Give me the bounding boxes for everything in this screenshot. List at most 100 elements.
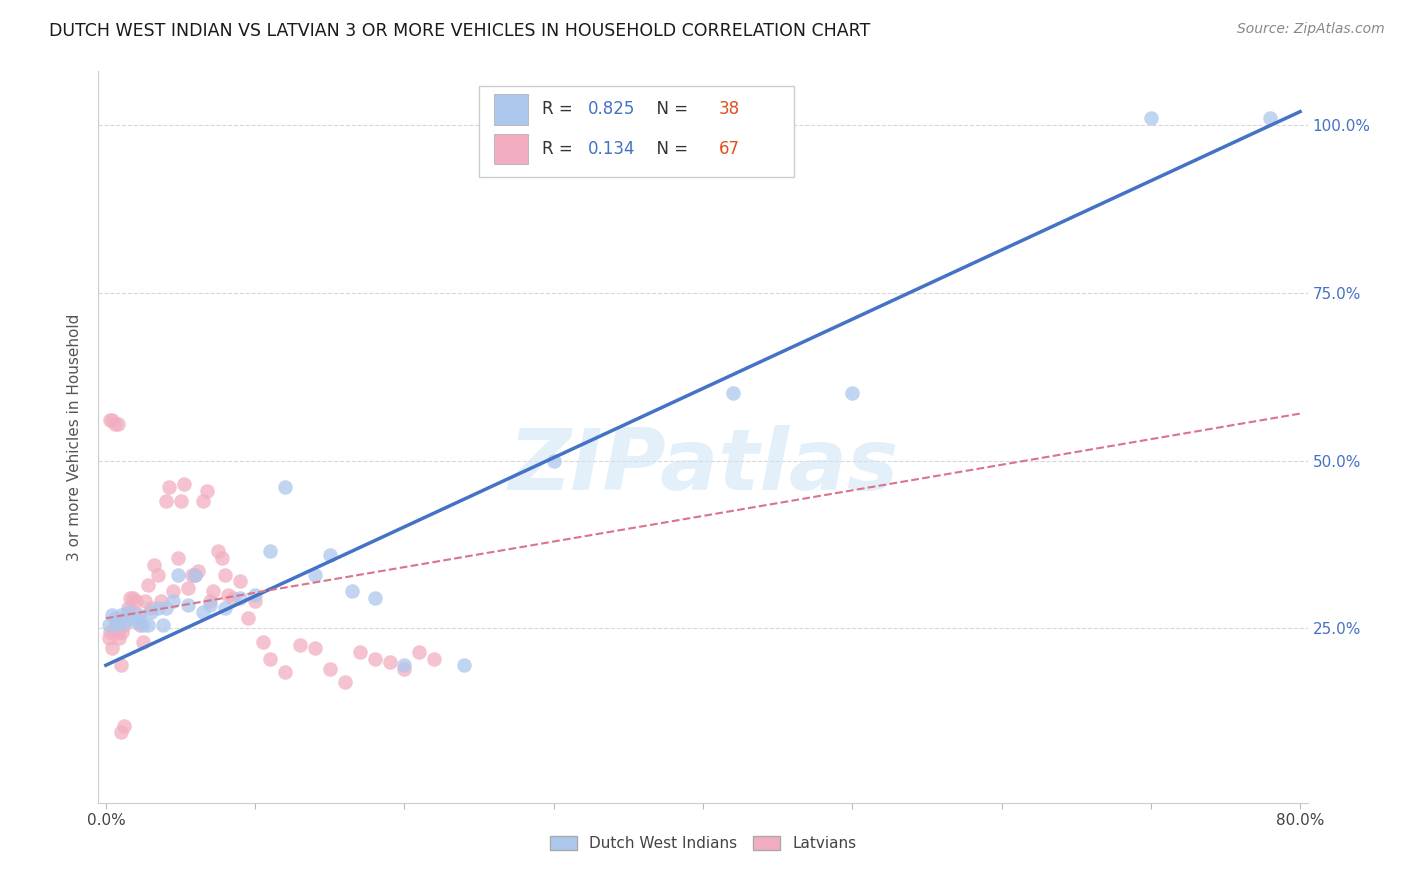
- Point: [122, 605, 145, 619]
- Point: [304, 567, 326, 582]
- Point: [139, 601, 162, 615]
- Point: [110, 725, 132, 739]
- Point: [243, 594, 266, 608]
- Point: [259, 544, 281, 558]
- Point: [543, 453, 565, 467]
- Point: [162, 594, 184, 608]
- Point: [349, 645, 371, 659]
- Point: [101, 607, 124, 622]
- Point: [217, 588, 239, 602]
- Point: [129, 618, 152, 632]
- Point: [453, 658, 475, 673]
- Point: [841, 386, 863, 401]
- Point: [304, 641, 326, 656]
- Point: [173, 477, 195, 491]
- Point: [288, 638, 311, 652]
- Point: [155, 601, 177, 615]
- Point: [214, 601, 236, 615]
- Point: [108, 632, 131, 646]
- Point: [107, 624, 129, 639]
- Point: [197, 483, 219, 498]
- Point: [222, 591, 245, 606]
- Point: [152, 618, 174, 632]
- Point: [200, 598, 222, 612]
- Point: [319, 662, 342, 676]
- Point: [394, 658, 416, 673]
- Point: [319, 548, 342, 562]
- Point: [236, 611, 259, 625]
- Point: [115, 607, 138, 622]
- Point: [207, 544, 229, 558]
- Point: [117, 601, 139, 615]
- Point: [211, 550, 233, 565]
- Point: [423, 651, 446, 665]
- Point: [146, 567, 169, 582]
- Text: R =: R =: [543, 140, 578, 158]
- Text: 67: 67: [718, 140, 740, 158]
- Point: [98, 413, 121, 427]
- Point: [274, 480, 297, 494]
- Point: [157, 480, 180, 494]
- Point: [363, 591, 385, 606]
- Point: [128, 611, 150, 625]
- Point: [162, 584, 184, 599]
- Point: [187, 564, 209, 578]
- FancyBboxPatch shape: [479, 86, 793, 178]
- Point: [1258, 112, 1281, 126]
- Point: [150, 594, 173, 608]
- Point: [202, 584, 225, 599]
- Point: [121, 611, 143, 625]
- Point: [132, 634, 155, 648]
- Text: 38: 38: [718, 101, 740, 119]
- Point: [166, 567, 188, 582]
- Point: [132, 618, 155, 632]
- Point: [112, 618, 135, 632]
- Point: [105, 621, 128, 635]
- Point: [110, 607, 132, 622]
- Point: [363, 651, 385, 665]
- Point: [118, 591, 141, 606]
- Point: [169, 493, 191, 508]
- Point: [214, 567, 236, 582]
- Point: [101, 641, 124, 656]
- Text: ZIPatlas: ZIPatlas: [508, 425, 898, 508]
- Point: [191, 605, 214, 619]
- Point: [125, 594, 148, 608]
- Point: [110, 658, 132, 673]
- Point: [184, 567, 207, 582]
- FancyBboxPatch shape: [494, 134, 527, 164]
- Point: [146, 601, 169, 615]
- Point: [229, 591, 252, 606]
- Text: DUTCH WEST INDIAN VS LATVIAN 3 OR MORE VEHICLES IN HOUSEHOLD CORRELATION CHART: DUTCH WEST INDIAN VS LATVIAN 3 OR MORE V…: [49, 22, 870, 40]
- Point: [200, 594, 222, 608]
- Point: [104, 417, 127, 431]
- Point: [117, 605, 139, 619]
- Point: [394, 662, 416, 676]
- Point: [103, 624, 125, 639]
- Point: [378, 655, 401, 669]
- Point: [333, 675, 356, 690]
- Text: 0.134: 0.134: [588, 140, 636, 158]
- Point: [259, 651, 281, 665]
- Point: [243, 588, 266, 602]
- Text: 0.825: 0.825: [588, 101, 636, 119]
- Point: [184, 567, 207, 582]
- Text: N =: N =: [647, 140, 693, 158]
- Point: [121, 591, 143, 606]
- Point: [136, 618, 159, 632]
- Point: [98, 624, 121, 639]
- Legend: Dutch West Indians, Latvians: Dutch West Indians, Latvians: [543, 830, 863, 857]
- Point: [97, 632, 120, 646]
- Point: [101, 413, 124, 427]
- Point: [136, 578, 159, 592]
- Point: [177, 581, 200, 595]
- Point: [142, 558, 165, 572]
- FancyBboxPatch shape: [494, 94, 527, 125]
- Point: [97, 618, 120, 632]
- Point: [107, 618, 129, 632]
- Text: Source: ZipAtlas.com: Source: ZipAtlas.com: [1237, 22, 1385, 37]
- Point: [112, 615, 135, 629]
- Point: [252, 634, 274, 648]
- Point: [134, 594, 156, 608]
- Point: [155, 493, 177, 508]
